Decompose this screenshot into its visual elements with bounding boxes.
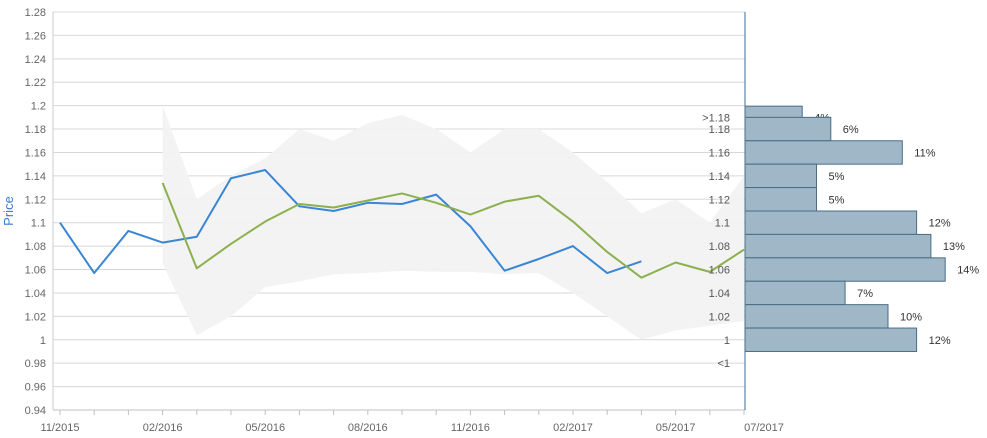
y-tick-label: 1.04 [25, 288, 46, 300]
histogram-value-label: 13% [943, 241, 965, 253]
histogram-bar [744, 210, 918, 235]
histogram-bar [744, 257, 946, 282]
forecast-band [162, 105, 745, 340]
histogram-bin-label: 1.02 [709, 311, 730, 323]
histogram-value-label: 12% [929, 335, 951, 347]
series-line-2 [161, 182, 745, 279]
y-tick-label: 1.1 [31, 218, 46, 230]
histogram-value-label: 5% [829, 194, 845, 206]
histogram-value-label: 14% [957, 265, 979, 277]
y-tick-label: 1.24 [25, 54, 46, 66]
y-tick-label: 1.14 [25, 171, 46, 183]
histogram-bin-label: <1 [717, 358, 730, 370]
histogram-bar [744, 163, 817, 189]
histogram-bin-label: 1 [724, 335, 730, 347]
y-axis-title: Price [1, 196, 16, 226]
y-tick-label: 0.98 [25, 358, 46, 370]
y-tick-label: 1.28 [25, 7, 46, 19]
y-tick-label: 0.96 [25, 382, 46, 394]
y-tick-label: 1.12 [25, 194, 46, 206]
histogram-value-label: 11% [914, 147, 935, 159]
histogram-bar [744, 116, 832, 142]
y-tick-label: 1.22 [25, 77, 46, 89]
x-tick-label: 11/2015 [41, 422, 80, 434]
y-tick-label: 1.2 [31, 101, 46, 113]
histogram-bin-label: >1.18 [702, 112, 730, 124]
x-tick-label: 08/2016 [348, 422, 388, 434]
histogram-bar [744, 140, 903, 165]
histogram-bar [744, 304, 889, 329]
x-tick-label: 05/2017 [656, 422, 696, 434]
x-tick-label: 02/2016 [143, 422, 183, 434]
histogram-value-label: 7% [857, 288, 873, 300]
y-tick-label: 1.08 [25, 241, 46, 253]
x-tick-label: 11/2016 [451, 422, 490, 434]
y-tick-label: 1.02 [25, 311, 46, 323]
histogram-bar [744, 327, 918, 352]
histogram-bin-label: 1.14 [709, 171, 730, 183]
histogram-value-label: 6% [843, 124, 859, 136]
histogram-bin-label: 1.1 [715, 218, 730, 230]
series-line-1 [59, 169, 642, 275]
histogram-bar [744, 233, 932, 259]
histogram-bin-label: 1.12 [709, 194, 730, 206]
x-tick-label: 07/2017 [744, 422, 784, 434]
histogram-bin-label: 1.16 [709, 147, 730, 159]
histogram-bin-label: 1.06 [709, 265, 730, 277]
x-tick-label: 02/2017 [553, 422, 593, 434]
histogram-bar [744, 280, 846, 306]
histogram-bin-label: 1.18 [709, 124, 730, 136]
y-tick-label: 1.26 [25, 30, 46, 42]
histogram-bar [744, 187, 817, 212]
histogram-value-label: 12% [929, 218, 951, 230]
y-tick-label: 1.06 [25, 265, 46, 277]
y-tick-label: 1.16 [25, 147, 46, 159]
y-tick-label: 1.18 [25, 124, 46, 136]
histogram-value-label: 5% [829, 171, 845, 183]
y-tick-label: 1 [40, 335, 46, 347]
histogram-bin-label: 1.04 [709, 288, 730, 300]
histogram-bin-label: 1.08 [709, 241, 730, 253]
x-tick-label: 05/2016 [245, 422, 285, 434]
y-tick-label: 0.94 [25, 405, 46, 417]
histogram-value-label: 10% [900, 311, 922, 323]
